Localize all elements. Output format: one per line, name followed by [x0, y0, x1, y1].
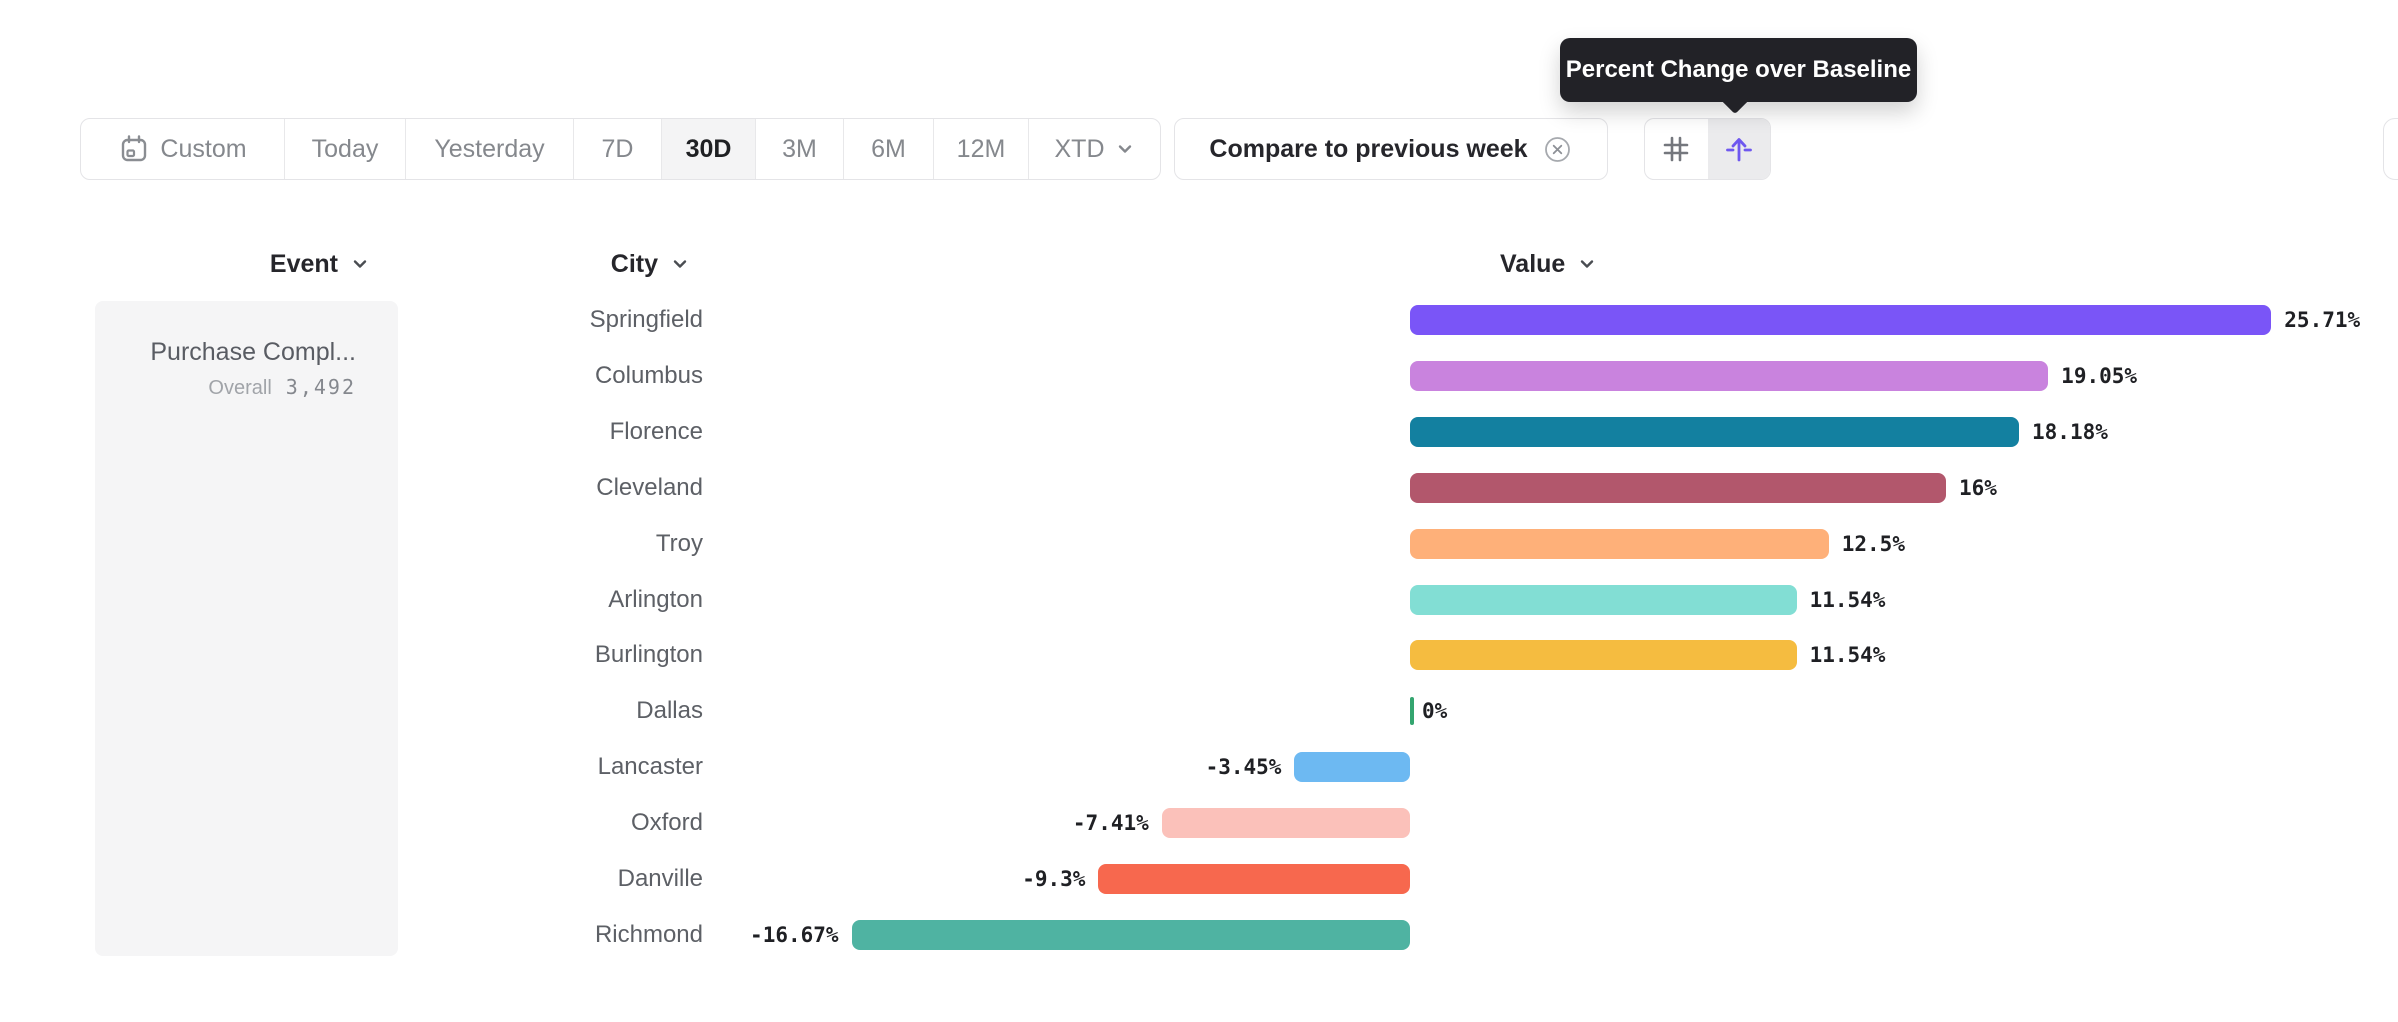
- grid-view-button[interactable]: [1645, 119, 1708, 179]
- chart-row: Lancaster -3.45%: [0, 739, 2398, 795]
- city-label: Columbus: [594, 361, 703, 389]
- value-label: -3.45%: [1205, 755, 1282, 780]
- value-bar[interactable]: [1294, 752, 1410, 783]
- date-range-yesterday[interactable]: Yesterday: [405, 119, 573, 179]
- chart-row: Danville -9.3%: [0, 851, 2398, 907]
- date-range-custom[interactable]: Custom: [81, 119, 284, 179]
- city-label: Springfield: [589, 306, 703, 333]
- event-overall-label: Overall: [208, 377, 272, 399]
- column-header-label: City: [610, 249, 658, 278]
- date-range-label: 7D: [601, 134, 634, 163]
- event-overall-value: 3,492: [285, 375, 356, 399]
- city-label: Danville: [617, 865, 703, 893]
- toolbar: Custom Today Yesterday 7D 30D 3M 6M 12M: [80, 118, 1161, 180]
- value-label: 11.54%: [1809, 587, 1886, 612]
- value-bar[interactable]: [1410, 416, 2020, 447]
- value-label: 16%: [1959, 475, 1997, 500]
- value-label: 25.71%: [2284, 308, 2361, 332]
- value-label: 19.05%: [2061, 363, 2138, 388]
- chart-row: Cleveland 16%: [0, 460, 2398, 516]
- chart-row: Richmond -16.67%: [0, 907, 2398, 963]
- date-range-30d[interactable]: 30D: [661, 119, 755, 179]
- value-bar[interactable]: [1410, 697, 1414, 726]
- city-label: Oxford: [630, 809, 703, 837]
- compare-to-previous-week-button[interactable]: Compare to previous week: [1174, 118, 1608, 180]
- city-label: Burlington: [594, 641, 703, 669]
- date-range-7d[interactable]: 7D: [573, 119, 661, 179]
- city-label: Dallas: [636, 697, 703, 725]
- value-label: 12.5%: [1841, 531, 1905, 556]
- city-label: Troy: [655, 529, 703, 557]
- value-label: -7.41%: [1072, 811, 1149, 836]
- chart-row: Columbus 19.05%: [0, 348, 2398, 404]
- event-card[interactable]: Purchase Compl... Overall 3,492: [95, 301, 398, 956]
- value-bar[interactable]: [1410, 640, 1797, 671]
- event-overall: Overall 3,492: [208, 375, 356, 400]
- value-bar[interactable]: [1410, 528, 1829, 559]
- value-bar[interactable]: [1410, 472, 1946, 503]
- date-range-control: Custom Today Yesterday 7D 30D 3M 6M 12M: [80, 118, 1161, 180]
- date-range-label: 3M: [782, 134, 817, 163]
- city-label: Lancaster: [597, 753, 703, 781]
- tooltip-text: Percent Change over Baseline: [1565, 56, 1912, 83]
- chevron-down-icon: [673, 260, 687, 268]
- calendar-icon: [122, 135, 147, 162]
- chart-view-toggle: [1644, 118, 1771, 180]
- value-bar[interactable]: [1161, 808, 1410, 839]
- tooltip-percent-change-over-baseline: Percent Change over Baseline: [1560, 38, 1917, 115]
- value-bar[interactable]: [1410, 305, 2272, 335]
- date-range-label: 30D: [685, 134, 732, 163]
- date-range-12m[interactable]: 12M: [933, 119, 1028, 179]
- value-label: 11.54%: [1809, 643, 1886, 668]
- chevron-down-icon: [353, 260, 367, 268]
- column-header-label: Value: [1500, 249, 1566, 278]
- column-header-label: Event: [269, 249, 338, 278]
- chart-row: Burlington 11.54%: [0, 627, 2398, 683]
- event-name: Purchase Compl...: [150, 338, 356, 366]
- city-label: Cleveland: [596, 473, 703, 501]
- value-label: -16.67%: [750, 923, 839, 947]
- date-range-label: Custom: [160, 134, 247, 163]
- date-range-label: XTD: [1054, 134, 1105, 163]
- chart-row: Troy 12.5%: [0, 516, 2398, 572]
- column-header-city[interactable]: City: [400, 248, 690, 280]
- date-range-label: 12M: [956, 134, 1006, 163]
- baseline-view-button[interactable]: [1707, 119, 1770, 179]
- date-range-label: Yesterday: [434, 134, 545, 163]
- value-bar[interactable]: [1410, 360, 2049, 391]
- date-range-today[interactable]: Today: [284, 119, 405, 179]
- date-range-xtd[interactable]: XTD: [1028, 119, 1160, 179]
- compare-label: Compare to previous week: [1209, 134, 1528, 163]
- value-label: -9.3%: [1022, 867, 1086, 892]
- column-header-event[interactable]: Event: [95, 248, 370, 280]
- value-label: 18.18%: [2032, 419, 2108, 444]
- chart-row: Dallas 0%: [0, 683, 2398, 739]
- chart-row: Springfield 25.71%: [0, 292, 2398, 348]
- chevron-down-icon: [1118, 145, 1131, 153]
- value-label: 0%: [1422, 699, 1448, 724]
- date-range-label: Today: [311, 134, 379, 163]
- column-header-value[interactable]: Value: [1500, 248, 1597, 280]
- city-label: Florence: [609, 417, 703, 445]
- city-label: Richmond: [594, 921, 703, 948]
- value-bar[interactable]: [851, 920, 1410, 950]
- clear-comparison-icon[interactable]: [1542, 134, 1573, 165]
- chart-row: Florence 18.18%: [0, 404, 2398, 460]
- arrow-up-baseline-icon: [1725, 138, 1752, 162]
- chevron-down-icon: [1581, 260, 1594, 268]
- date-range-label: 6M: [871, 134, 906, 163]
- value-bar[interactable]: [1410, 584, 1797, 615]
- hash-grid-icon: [1663, 136, 1689, 162]
- chart-row: Arlington 11.54%: [0, 572, 2398, 628]
- value-bar[interactable]: [1098, 864, 1410, 895]
- city-label: Arlington: [608, 585, 703, 613]
- chart-row: Oxford -7.41%: [0, 795, 2398, 851]
- date-range-3m[interactable]: 3M: [755, 119, 843, 179]
- date-range-6m[interactable]: 6M: [843, 119, 933, 179]
